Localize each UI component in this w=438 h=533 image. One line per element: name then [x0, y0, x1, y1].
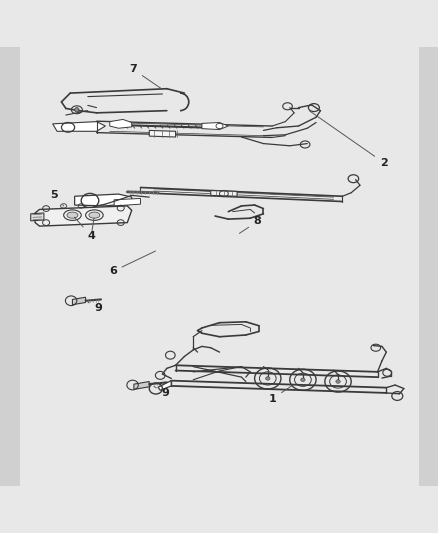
Text: 2: 2 — [309, 111, 387, 167]
Polygon shape — [74, 194, 131, 206]
Polygon shape — [149, 131, 175, 137]
Bar — [0, 47, 20, 486]
Text: 9: 9 — [88, 302, 102, 313]
Polygon shape — [53, 122, 105, 131]
Polygon shape — [110, 119, 131, 128]
Text: 7: 7 — [129, 64, 162, 90]
Text: 1: 1 — [268, 386, 291, 403]
Text: 9: 9 — [153, 386, 169, 398]
Bar — [418, 47, 438, 486]
Polygon shape — [31, 213, 44, 221]
Ellipse shape — [300, 378, 304, 382]
Polygon shape — [210, 191, 237, 196]
Ellipse shape — [335, 379, 339, 383]
Ellipse shape — [67, 212, 78, 218]
Polygon shape — [114, 198, 140, 206]
Polygon shape — [72, 297, 85, 305]
Ellipse shape — [74, 108, 79, 112]
Text: 8: 8 — [239, 216, 261, 233]
Polygon shape — [134, 382, 149, 390]
Ellipse shape — [265, 377, 269, 380]
Text: 4: 4 — [74, 217, 95, 241]
Ellipse shape — [88, 212, 100, 218]
Polygon shape — [201, 123, 228, 130]
Text: 5: 5 — [50, 190, 64, 206]
Polygon shape — [158, 381, 171, 390]
Text: 6: 6 — [109, 251, 155, 277]
Polygon shape — [35, 206, 131, 226]
